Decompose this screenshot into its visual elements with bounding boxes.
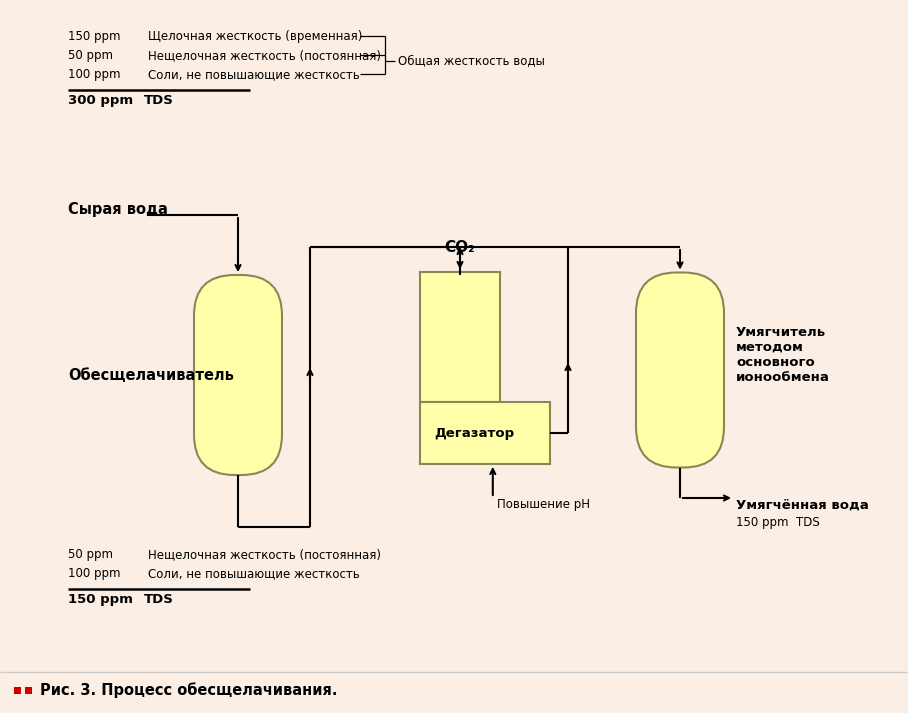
Text: 100 ppm: 100 ppm (68, 567, 121, 580)
FancyBboxPatch shape (194, 275, 282, 475)
Text: Соли, не повышающие жесткость: Соли, не повышающие жесткость (148, 68, 360, 81)
Bar (25, 687, 32, 694)
Text: TDS: TDS (144, 593, 173, 606)
Text: 300 ppm: 300 ppm (68, 94, 133, 107)
Text: Дегазатор: Дегазатор (435, 426, 515, 439)
Text: 50 ppm: 50 ppm (68, 548, 113, 561)
Text: 150 ppm: 150 ppm (68, 30, 121, 43)
Text: Рис. 3. Процесс обесщелачивания.: Рис. 3. Процесс обесщелачивания. (40, 682, 338, 698)
Text: Сырая вода: Сырая вода (68, 202, 168, 217)
Text: Нещелочная жесткость (постоянная): Нещелочная жесткость (постоянная) (148, 49, 381, 62)
FancyBboxPatch shape (636, 272, 724, 468)
Text: Умягчитель
методом
основного
ионообмена: Умягчитель методом основного ионообмена (736, 326, 830, 384)
Text: Общая жесткость воды: Общая жесткость воды (398, 54, 545, 67)
Bar (420, 402, 550, 464)
Text: CO₂: CO₂ (445, 240, 476, 255)
Text: Умягчённая вода: Умягчённая вода (736, 499, 869, 512)
Text: 100 ppm: 100 ppm (68, 68, 121, 81)
Text: 150 ppm  TDS: 150 ppm TDS (736, 516, 820, 529)
Text: Щелочная жесткость (временная): Щелочная жесткость (временная) (148, 30, 362, 43)
Text: 150 ppm: 150 ppm (68, 593, 133, 606)
Text: Повышение pH: Повышение pH (497, 498, 590, 511)
Bar (420, 272, 500, 402)
Text: Соли, не повышающие жесткость: Соли, не повышающие жесткость (148, 567, 360, 580)
Bar (14, 687, 21, 694)
Text: Нещелочная жесткость (постоянная): Нещелочная жесткость (постоянная) (148, 548, 381, 561)
Text: TDS: TDS (144, 94, 173, 107)
Text: 50 ppm: 50 ppm (68, 49, 113, 62)
Text: Обесщелачиватель: Обесщелачиватель (68, 367, 234, 382)
